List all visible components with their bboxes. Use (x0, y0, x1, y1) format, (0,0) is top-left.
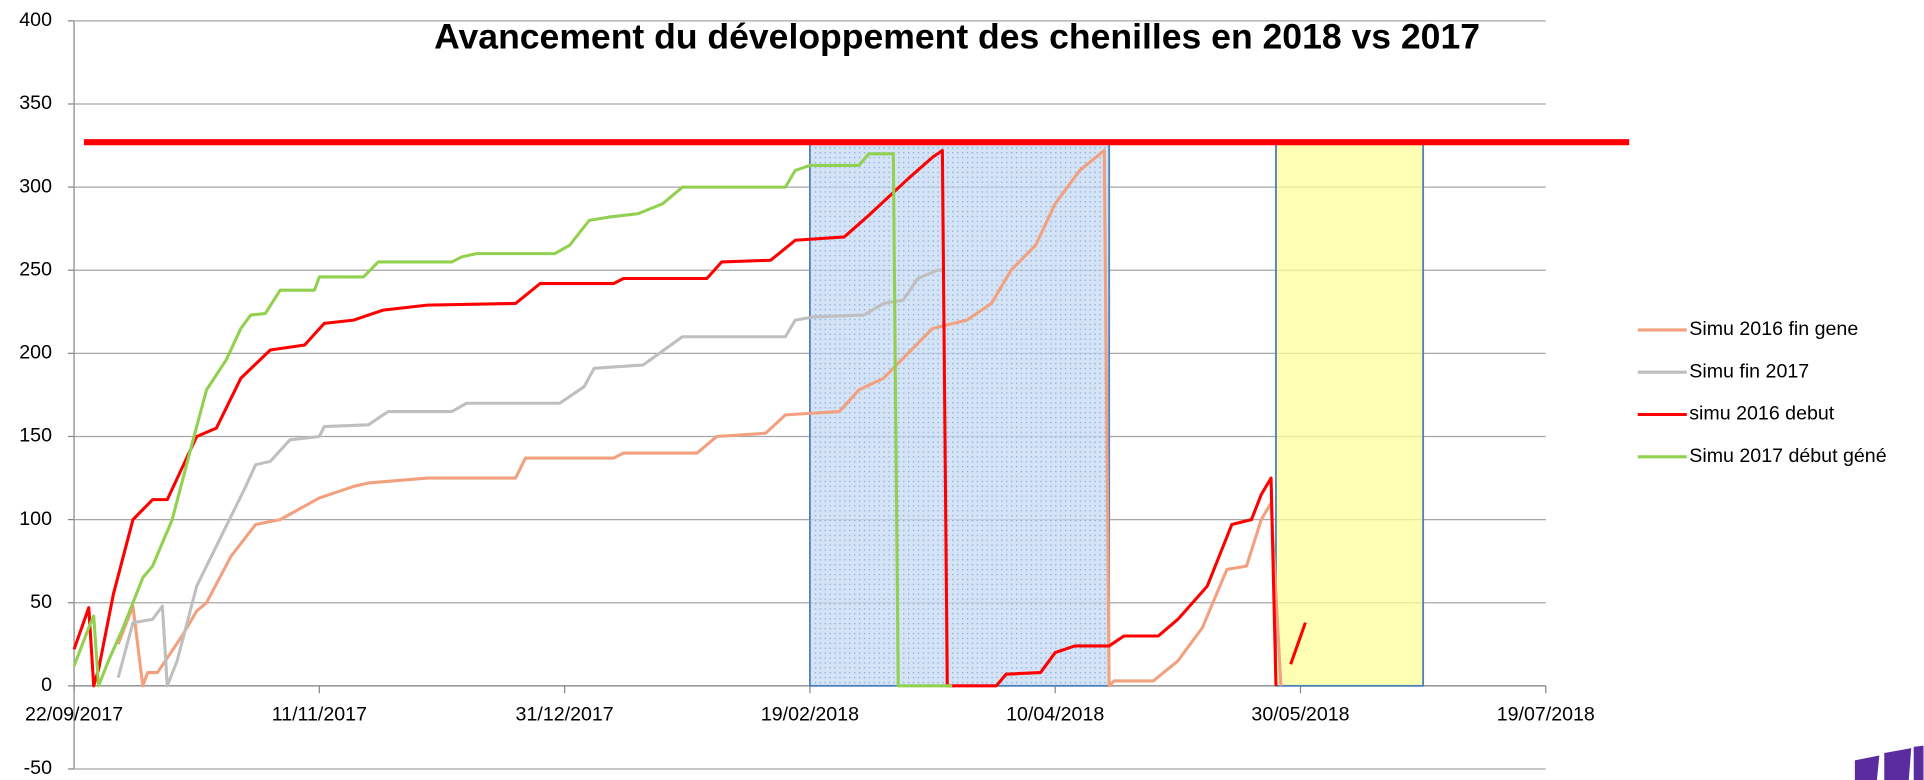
x-tick-label: 19/07/2018 (1497, 703, 1595, 725)
y-tick-label: 300 (19, 175, 52, 197)
x-tick-label: 22/09/2017 (25, 703, 123, 725)
y-tick-label: 250 (19, 258, 52, 280)
y-tick-label: -50 (24, 757, 52, 779)
legend-label: Simu 2017 début géné (1689, 445, 1886, 467)
legend-label: Simu 2016 fin gene (1689, 318, 1858, 340)
y-tick-label: 200 (19, 342, 52, 364)
series-line (116, 148, 1283, 688)
x-tick-label: 10/04/2018 (1006, 703, 1104, 725)
legend-label: simu 2016 debut (1689, 403, 1835, 425)
chart-title: Avancement du développement des chenille… (434, 17, 1480, 57)
y-tick-label: 100 (19, 508, 52, 530)
x-tick-label: 30/05/2018 (1251, 703, 1349, 725)
x-tick-label: 11/11/2017 (272, 703, 367, 725)
x-tick-label: 31/12/2017 (516, 703, 614, 725)
label-layer: -50 0 50 100 150 200 250 300 350 400 22/09/2017 11/… (19, 9, 1886, 779)
region-pattern (809, 142, 1110, 686)
shaded-region (1275, 141, 1425, 687)
y-tick-label: 150 (19, 425, 52, 447)
logo (1884, 748, 1912, 780)
legend-label: Simu fin 2017 (1689, 360, 1809, 382)
y-tick-label: 400 (19, 9, 52, 31)
region-layer (809, 141, 1425, 687)
logo (1913, 745, 1924, 780)
y-tick-label: 50 (30, 591, 52, 613)
series-line (72, 152, 953, 688)
y-tick-label: 0 (41, 674, 52, 696)
line-layer (72, 139, 1630, 688)
logo (1854, 755, 1880, 780)
series-line (116, 268, 943, 688)
x-tick-label: 19/02/2018 (761, 703, 859, 725)
y-tick-label: 350 (19, 92, 52, 114)
series-line (72, 148, 1307, 688)
